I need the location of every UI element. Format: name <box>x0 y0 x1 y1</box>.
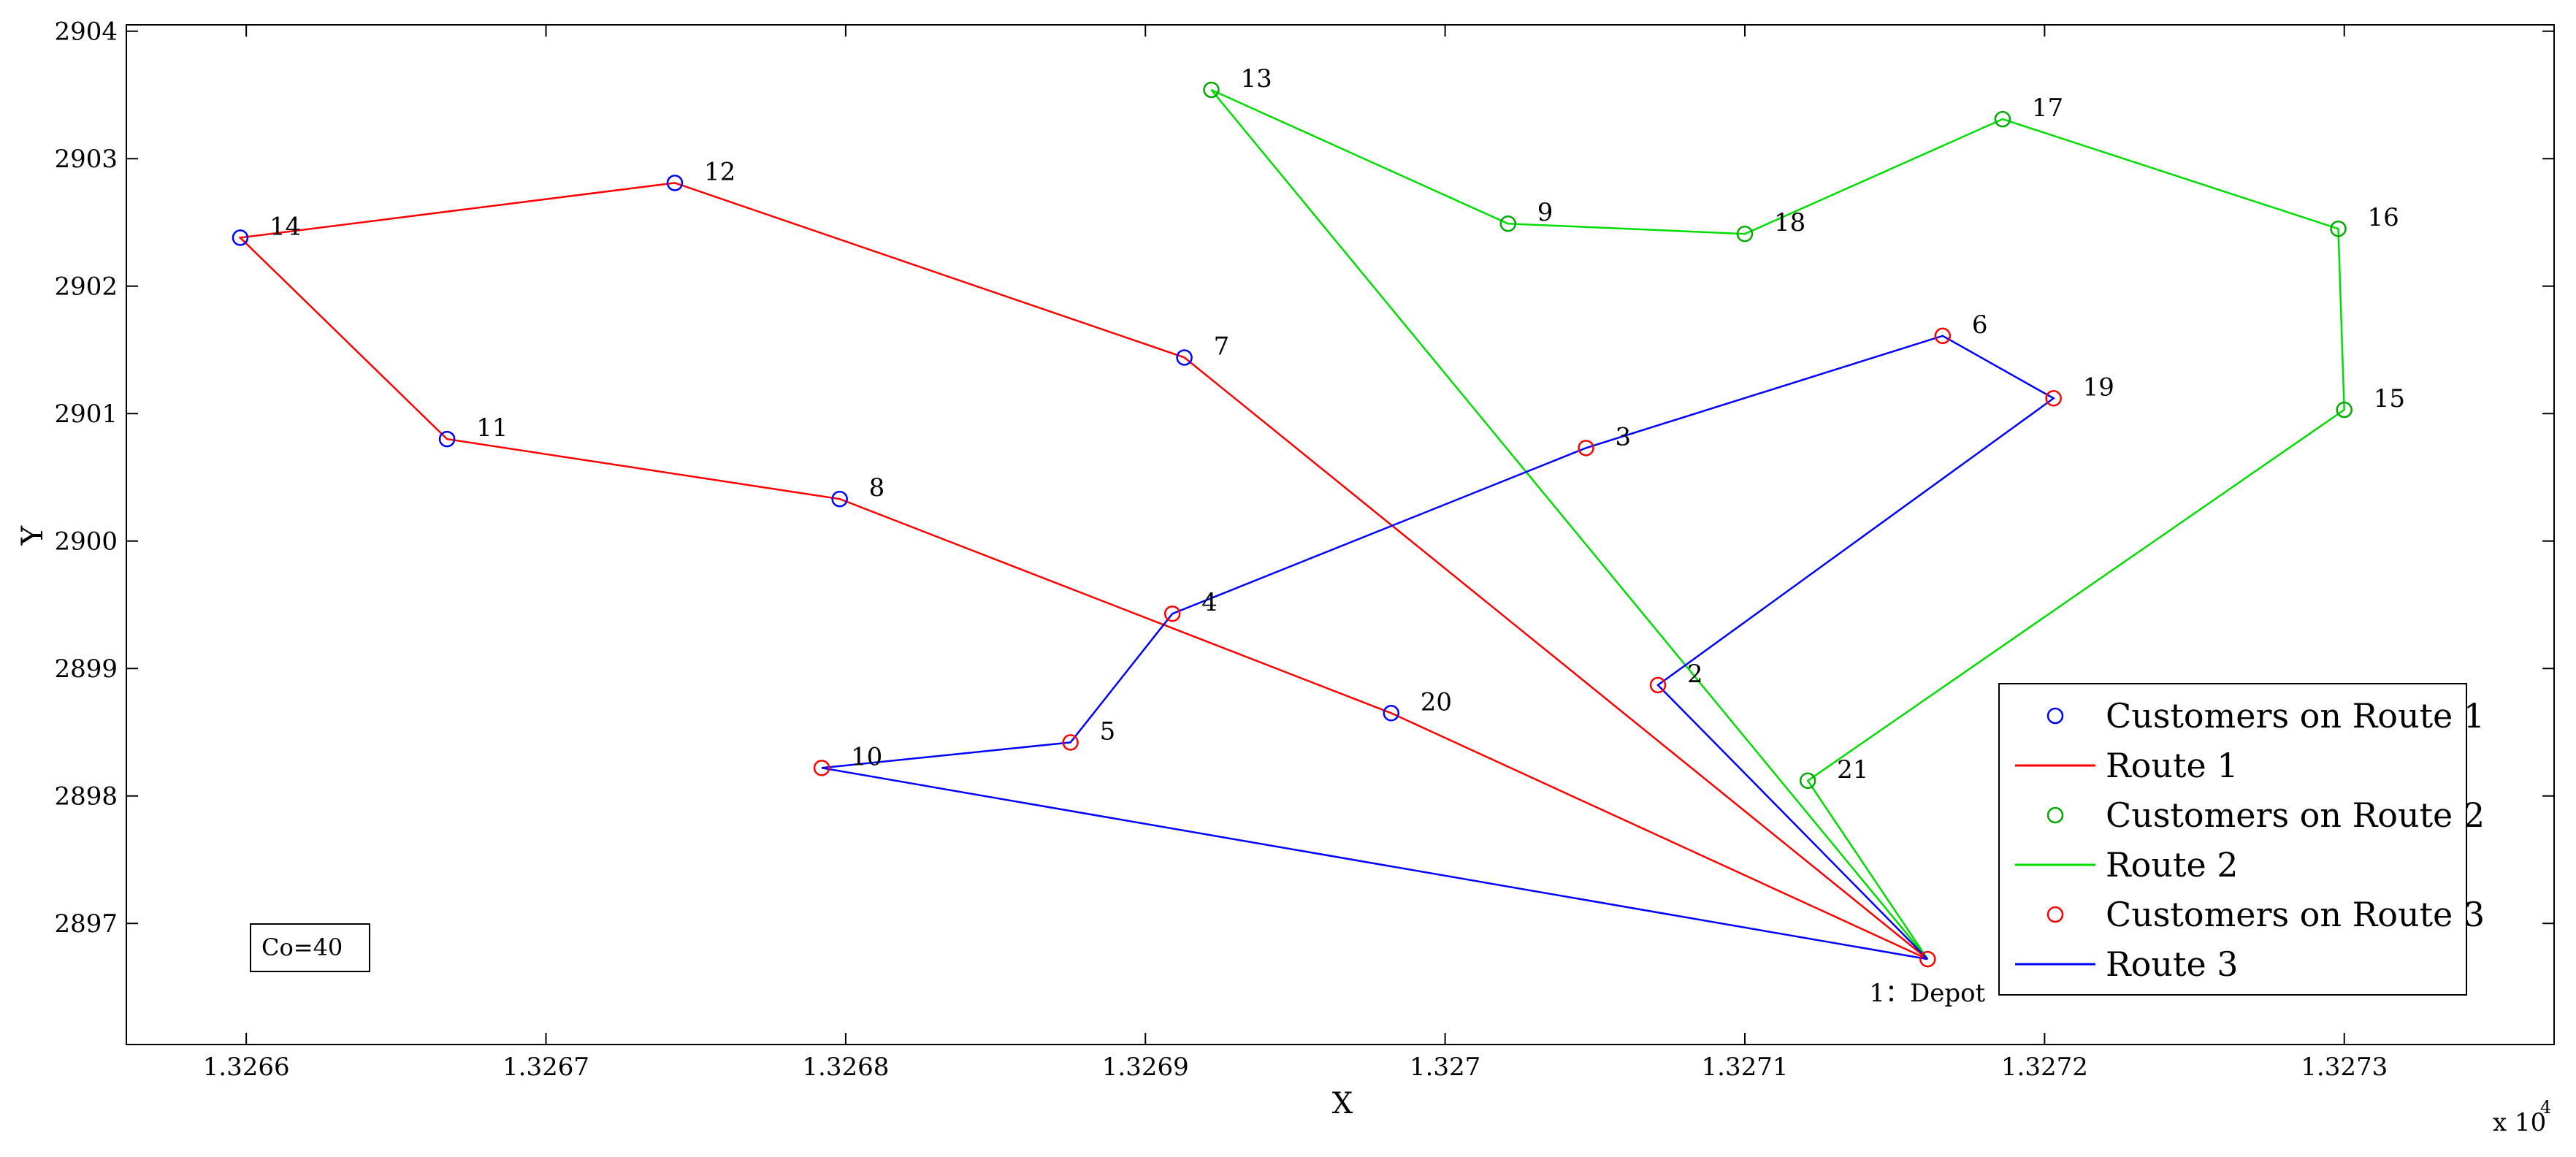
x-axis-label: X <box>1332 1087 1353 1120</box>
customer-label: 17 <box>2032 93 2063 123</box>
x-multiplier-exponent: 4 <box>2540 1097 2551 1118</box>
customer-marker <box>2336 401 2353 419</box>
customer-label: 11 <box>476 413 508 443</box>
customer-label: 2 <box>1687 660 1703 689</box>
x-tick-label: 1.3268 <box>802 1053 889 1082</box>
x-multiplier-base: x 10 <box>2493 1108 2546 1137</box>
customer-marker <box>1176 349 1193 366</box>
customer-marker <box>1994 110 2011 128</box>
y-tick-label: 2898 <box>54 782 118 812</box>
plot-frame <box>126 24 2555 1045</box>
route-lines <box>238 88 2345 961</box>
customer-marker <box>1649 676 1667 694</box>
annotation-frame <box>250 923 370 972</box>
y-tick-label: 2902 <box>54 272 118 302</box>
customer-label: 10 <box>851 742 882 771</box>
x-tick-label: 1.327 <box>1410 1053 1480 1082</box>
customer-marker <box>232 229 249 246</box>
x-tick-label: 1.3267 <box>502 1053 589 1082</box>
customer-marker <box>1736 225 1754 243</box>
legend-frame <box>1998 683 2467 996</box>
x-tick-label: 1.3271 <box>1702 1053 1789 1082</box>
axis-ticks: 1.3266 1.3267 1.3268 1.3269 1.327 1.3271 1.327… <box>54 18 2554 1082</box>
legend-marker-swatch <box>2046 707 2064 725</box>
customer-label: 15 <box>2374 384 2405 413</box>
customer-label: 20 <box>1421 687 1452 717</box>
customer-label: 13 <box>1241 64 1272 93</box>
legend: Customers on Route 1 Route 1 Customers on … <box>1998 683 2485 996</box>
axes-box <box>126 24 2555 1045</box>
customer-marker <box>1919 950 1936 968</box>
legend-entry-label: Route 2 <box>2106 845 2239 885</box>
customer-markers <box>232 81 2353 968</box>
x-multiplier: x 10 4 <box>2493 1097 2551 1137</box>
customer-label: 12 <box>704 157 735 186</box>
y-tick-label: 2899 <box>54 654 118 684</box>
y-tick-label: 2903 <box>54 145 118 174</box>
customer-marker <box>2330 220 2347 237</box>
customer-label: 21 <box>1837 755 1868 784</box>
customer-label: 18 <box>1774 208 1805 237</box>
customer-marker <box>666 175 684 191</box>
customer-label: 5 <box>1100 717 1116 746</box>
customer-marker <box>1578 440 1594 457</box>
customer-label: 3 <box>1616 422 1632 451</box>
x-tick-label: 1.3272 <box>2001 1053 2088 1082</box>
customer-label: 19 <box>2083 373 2114 402</box>
customer-marker <box>1799 772 1816 790</box>
customer-marker <box>1499 215 1517 232</box>
route-line-3 <box>821 335 2056 961</box>
customer-label: 9 <box>1537 198 1553 227</box>
route-line-2 <box>1210 88 2345 960</box>
customer-marker <box>2045 390 2062 407</box>
customer-label: 16 <box>2368 203 2399 232</box>
customer-label: 4 <box>1201 588 1218 617</box>
customer-marker <box>1062 734 1079 751</box>
annotation-text: Co=40 <box>261 933 343 961</box>
y-axis-label: Y <box>16 525 50 546</box>
legend-entry-label: Customers on Route 2 <box>2106 795 2485 835</box>
customer-labels: 1：Depot 2 3 4 5 6 7 8 9 10 11 12 13 14 15 16 17 18 19 20 21 <box>270 64 2405 1008</box>
route-line-1 <box>238 182 1929 961</box>
customer-marker <box>1383 705 1400 722</box>
x-tick-label: 1.3266 <box>203 1053 290 1082</box>
y-tick-label: 2897 <box>54 909 118 939</box>
customer-label: 7 <box>1214 332 1230 361</box>
customer-marker <box>1934 327 1952 345</box>
annotation-box: Co=40 <box>250 923 370 972</box>
x-tick-label: 1.3269 <box>1102 1053 1189 1082</box>
legend-entry-label: Customers on Route 1 <box>2106 696 2485 736</box>
x-tick-label: 1.3273 <box>2301 1053 2388 1082</box>
legend-entry-label: Customers on Route 3 <box>2106 895 2485 934</box>
legend-entry-label: Route 1 <box>2106 746 2239 785</box>
legend-marker-swatch <box>2046 806 2064 824</box>
customer-marker <box>1163 605 1181 622</box>
y-tick-label: 2901 <box>54 400 118 429</box>
legend-entry-label: Route 3 <box>2106 944 2239 984</box>
customer-marker <box>1203 81 1220 99</box>
customer-marker <box>831 490 848 508</box>
legend-marker-swatch <box>2046 906 2064 923</box>
customer-marker <box>438 430 456 448</box>
customer-label: 1：Depot <box>1869 979 1985 1008</box>
customer-label: 6 <box>1972 310 1988 340</box>
customer-label: 14 <box>270 212 301 241</box>
customer-marker <box>813 760 830 776</box>
y-tick-label: 2904 <box>54 18 118 47</box>
customer-label: 8 <box>869 473 885 503</box>
y-tick-label: 2900 <box>54 527 118 557</box>
